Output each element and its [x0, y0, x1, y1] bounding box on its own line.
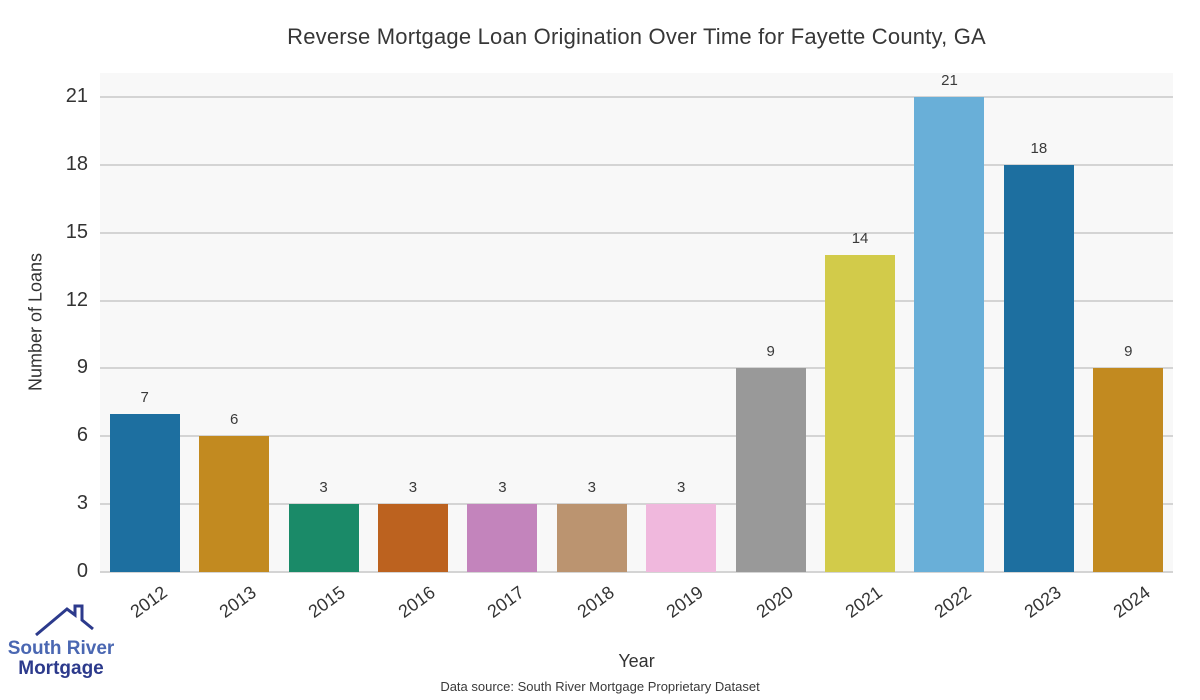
gridline-y-6 — [100, 435, 1173, 438]
x-tick-label-2022: 2022 — [931, 582, 976, 622]
bar-value-label-2024: 9 — [1124, 343, 1133, 361]
x-tick-label-2013: 2013 — [215, 582, 260, 622]
x-tick-label-2017: 2017 — [483, 582, 529, 622]
plot-area — [100, 73, 1173, 573]
bar-value-label-2012: 7 — [140, 388, 149, 406]
y-tick-label-9: 9 — [76, 356, 88, 379]
x-tick-label-2021: 2021 — [841, 582, 886, 622]
bar-value-label-2020: 9 — [766, 343, 775, 361]
gridline-y-21 — [100, 95, 1173, 98]
bar-2018 — [556, 504, 627, 572]
x-tick-label-2015: 2015 — [305, 582, 350, 622]
bar-2016 — [377, 504, 448, 572]
brand-logo: South River Mortgage — [6, 603, 116, 680]
x-axis-title: Year — [618, 651, 655, 671]
gridline-y-9 — [100, 367, 1173, 370]
bar-value-label-2013: 6 — [229, 411, 239, 429]
bar-2021 — [825, 255, 896, 572]
bar-2022 — [914, 96, 985, 572]
x-tick-label-2016: 2016 — [394, 582, 439, 622]
x-tick-label-2020: 2020 — [752, 582, 797, 622]
bar-2013 — [199, 436, 270, 572]
bar-2015 — [288, 504, 359, 572]
bar-2012 — [109, 413, 180, 572]
y-tick-label-3: 3 — [76, 492, 88, 515]
brand-name-line2: Mortgage — [18, 658, 104, 679]
gridline-y-15 — [100, 231, 1173, 234]
y-tick-label-6: 6 — [76, 424, 88, 447]
brand-name-line1: South River — [7, 638, 115, 659]
x-tick-label-2019: 2019 — [662, 582, 707, 622]
gridline-y-12 — [100, 299, 1173, 302]
x-tick-label-2023: 2023 — [1020, 582, 1065, 622]
bar-2019 — [646, 504, 717, 572]
chart-title: Reverse Mortgage Loan Origination Over T… — [287, 24, 986, 49]
gridline-y-18 — [100, 163, 1173, 166]
bar-value-label-2017: 3 — [498, 479, 507, 497]
bar-2020 — [735, 368, 806, 572]
bar-2024 — [1093, 368, 1164, 572]
bar-value-label-2023: 18 — [1030, 139, 1048, 157]
y-tick-label-0: 0 — [76, 560, 88, 582]
x-tick-label-2012: 2012 — [126, 582, 171, 622]
x-tick-label-2018: 2018 — [573, 582, 618, 622]
y-tick-label-12: 12 — [65, 288, 88, 311]
bar-value-label-2015: 3 — [319, 479, 328, 497]
bar-2017 — [467, 504, 538, 572]
bar-value-label-2022: 21 — [941, 71, 958, 89]
y-tick-label-21: 21 — [65, 84, 88, 107]
gridline-y-3 — [100, 503, 1173, 506]
bar-value-label-2016: 3 — [408, 479, 418, 497]
bar-value-label-2021: 14 — [851, 230, 869, 248]
y-tick-label-15: 15 — [65, 220, 88, 243]
bar-value-label-2018: 3 — [587, 479, 596, 497]
bar-value-label-2019: 3 — [677, 479, 686, 497]
x-tick-label-2024: 2024 — [1109, 582, 1155, 622]
bar-2023 — [1003, 164, 1074, 572]
data-source-note: Data source: South River Mortgage Propri… — [440, 679, 760, 694]
house-roof-icon — [35, 604, 94, 637]
gridline-y-0 — [100, 571, 1173, 573]
y-tick-label-18: 18 — [65, 152, 88, 175]
